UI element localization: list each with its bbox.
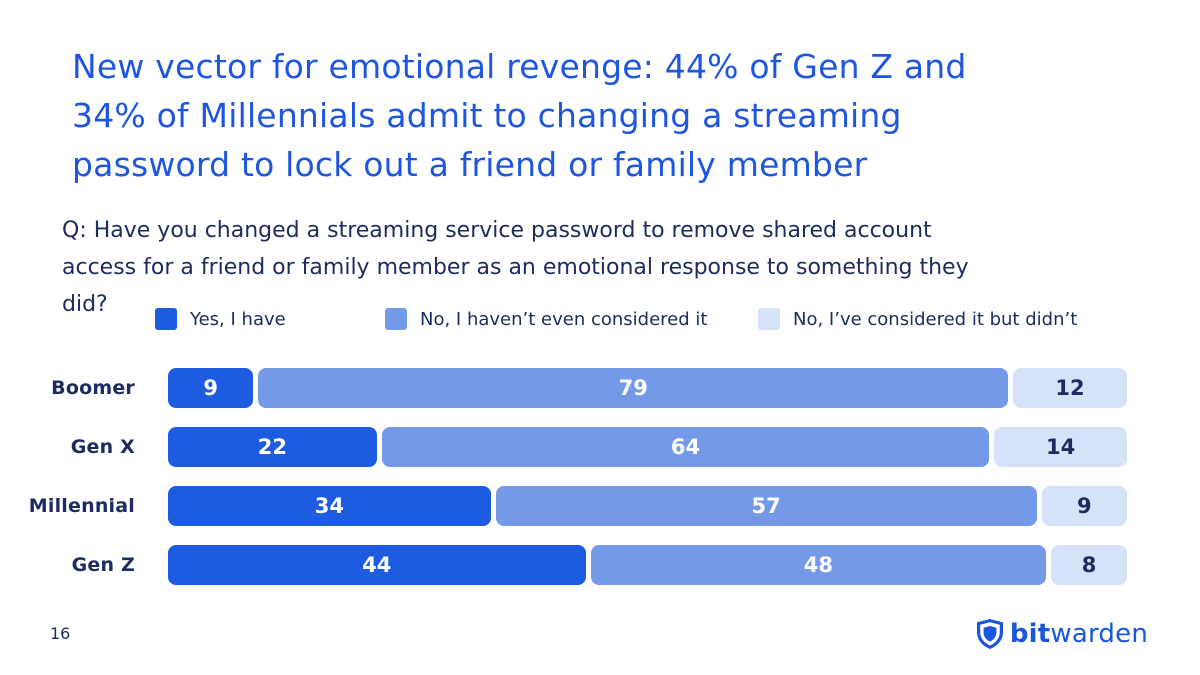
survey-question-line: did? [62,292,108,317]
bar-row: Boomer 9 79 12 [0,368,1127,408]
bitwarden-logo: bitwarden [976,619,1148,649]
legend-label: No, I’ve considered it but didn’t [793,308,1078,330]
bar-segment: 34 [168,486,491,526]
bar-segment: 22 [168,427,377,467]
slide-title-line: password to lock out a friend or family … [72,145,868,184]
bar-segment: 57 [495,486,1037,526]
bar-segment: 9 [1041,486,1127,526]
wordmark-warden: warden [1050,619,1148,649]
survey-question-line: access for a friend or family member as … [62,255,969,280]
legend-label: No, I haven’t even considered it [420,308,708,330]
category-label: Gen Z [71,554,135,576]
bar-segment: 44 [168,545,586,585]
bar-segment: 64 [381,427,990,467]
page-number: 16 [50,624,71,643]
bar-segment: 48 [590,545,1047,585]
stacked-bar-chart: Boomer 9 79 12 Gen X 22 64 14 Millennial 34 57 9 Gen… [0,368,1127,604]
survey-question-line: Q: Have you changed a streaming service … [62,218,932,243]
bar-segment: 14 [994,427,1127,467]
bitwarden-wordmark: bitwarden [1010,619,1148,649]
legend-label: Yes, I have [190,308,286,330]
bar-row: Millennial 34 57 9 [0,486,1127,526]
legend-swatch-yes [155,308,177,330]
category-label: Boomer [51,377,135,399]
slide-title-line: New vector for emotional revenge: 44% of… [72,47,967,86]
category-label: Gen X [70,436,135,458]
bar-segment: 12 [1013,368,1127,408]
bar-segment: 9 [168,368,254,408]
survey-question: Q: Have you changed a streaming service … [62,212,969,323]
bar-stack: 44 48 8 [168,545,1127,585]
legend-item-no-not-considered: No, I haven’t even considered it [385,308,707,330]
bar-row: Gen Z 44 48 8 [0,545,1127,585]
legend-item-no-considered: No, I’ve considered it but didn’t [758,308,1077,330]
legend-swatch-no-not-considered [385,308,407,330]
category-label: Millennial [28,495,135,517]
bar-stack: 9 79 12 [168,368,1127,408]
wordmark-bit: bit [1009,619,1051,649]
legend-swatch-no-considered [758,308,780,330]
bar-row: Gen X 22 64 14 [0,427,1127,467]
slide-title: New vector for emotional revenge: 44% of… [72,42,967,189]
shield-icon [976,619,1003,649]
bar-stack: 22 64 14 [168,427,1127,467]
bar-segment: 8 [1051,545,1127,585]
slide-title-line: 34% of Millennials admit to changing a s… [72,96,902,135]
bar-stack: 34 57 9 [168,486,1127,526]
bar-segment: 79 [258,368,1009,408]
chart-legend: Yes, I have No, I haven’t even considere… [155,308,1155,336]
legend-item-yes: Yes, I have [155,308,286,330]
